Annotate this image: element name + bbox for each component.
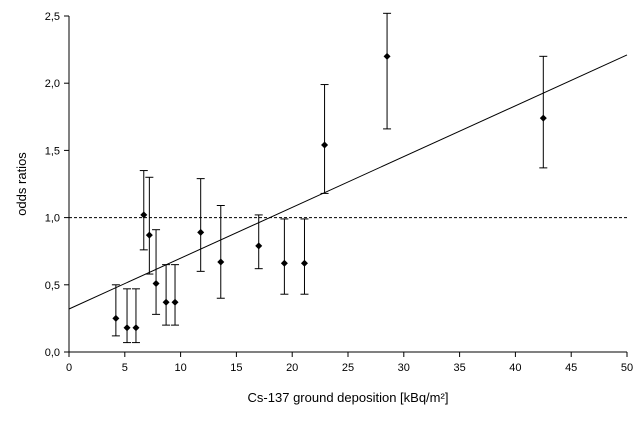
- data-point: [216, 205, 225, 299]
- y-tick-label: 2,0: [45, 78, 60, 90]
- data-point: [145, 176, 154, 275]
- point-marker: [321, 141, 329, 149]
- data-point: [139, 170, 148, 251]
- data-points: [111, 12, 548, 344]
- point-marker: [300, 259, 308, 267]
- point-marker: [197, 228, 205, 236]
- y-tick-label: 1,5: [45, 145, 60, 157]
- trend-layer: [68, 54, 628, 310]
- x-axis-title: Cs-137 ground deposition [kBq/m²]: [248, 390, 449, 405]
- data-point: [383, 12, 392, 130]
- point-marker: [280, 259, 288, 267]
- data-point: [300, 218, 309, 295]
- point-marker: [383, 52, 391, 60]
- y-tick-label: 0,5: [45, 280, 60, 292]
- x-tick-label: 25: [342, 362, 354, 374]
- data-point: [539, 55, 548, 169]
- point-marker: [145, 231, 153, 239]
- data-point: [131, 288, 140, 344]
- point-marker: [255, 242, 263, 250]
- data-point: [111, 284, 120, 337]
- data-point: [171, 264, 180, 326]
- point-marker: [171, 298, 179, 306]
- data-point: [280, 218, 289, 295]
- tick-marks: [64, 15, 628, 357]
- x-tick-label: 15: [230, 362, 242, 374]
- point-marker: [132, 324, 140, 332]
- y-tick-label: 0,0: [45, 347, 60, 359]
- data-point: [123, 288, 132, 344]
- y-tick-label: 1,0: [45, 213, 60, 225]
- data-point: [254, 214, 263, 270]
- data-point: [196, 178, 205, 272]
- point-marker: [539, 114, 547, 122]
- x-tick-label: 30: [398, 362, 410, 374]
- point-marker: [162, 298, 170, 306]
- x-tick-label: 5: [122, 362, 128, 374]
- y-axis-title: odds ratios: [14, 152, 29, 216]
- y-tick-label: 2,5: [45, 11, 60, 23]
- trend-line: [68, 54, 628, 310]
- point-marker: [152, 279, 160, 287]
- data-point: [162, 264, 171, 326]
- x-tick-label: 40: [509, 362, 521, 374]
- x-tick-label: 20: [286, 362, 298, 374]
- data-point: [320, 84, 329, 194]
- point-marker: [217, 258, 225, 266]
- tick-labels: 0 5 10 15 20 25 30 35 40 45 50 0,0 0,5 1,0 1,5 2,0 2,5: [45, 11, 633, 374]
- x-tick-label: 45: [565, 362, 577, 374]
- x-tick-label: 50: [621, 362, 633, 374]
- point-marker: [112, 314, 120, 322]
- point-marker: [123, 324, 131, 332]
- data-point: [152, 229, 161, 315]
- x-tick-label: 0: [66, 362, 72, 374]
- point-marker: [140, 211, 148, 219]
- x-tick-label: 35: [453, 362, 465, 374]
- x-tick-label: 10: [174, 362, 186, 374]
